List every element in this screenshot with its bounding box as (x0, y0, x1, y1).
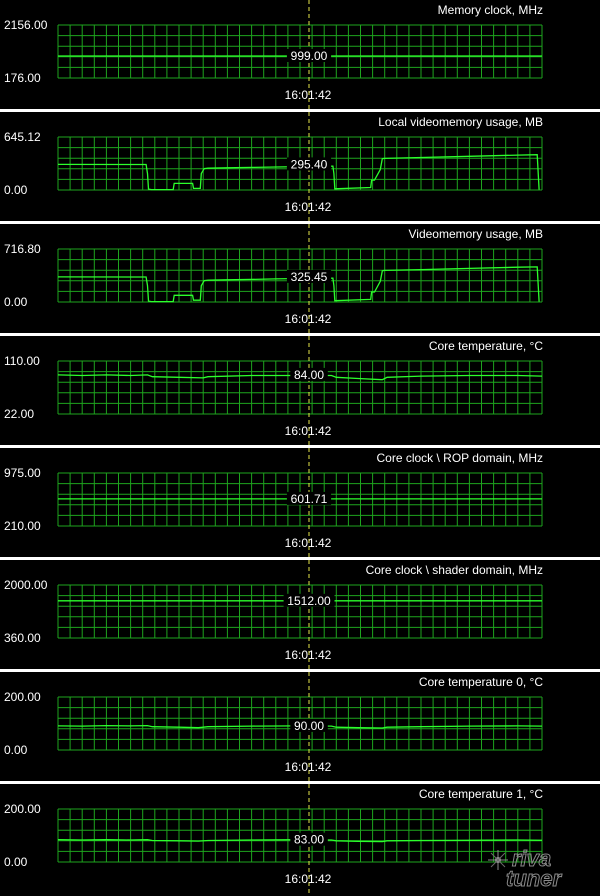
y-min-label: 176.00 (4, 71, 41, 85)
graph-title: Videomemory usage, MB (408, 227, 543, 241)
time-label: 16:01:42 (284, 760, 332, 774)
y-max-label: 2156.00 (4, 18, 48, 32)
graph-title: Core clock \ shader domain, MHz (365, 563, 543, 577)
graph-panel: 295.40 Local videomemory usage, MB 645.12 0… (0, 112, 600, 221)
time-label: 16:01:42 (284, 872, 332, 886)
graph-canvas: 90.00 (57, 672, 543, 781)
current-value-bg (286, 157, 332, 171)
y-min-label: 0.00 (4, 183, 28, 197)
grid (57, 24, 543, 79)
panel-separator (0, 333, 600, 336)
graph-panel: 90.00 Core temperature 0, °C 200.00 0.00 16:… (0, 672, 600, 781)
graph-title: Core temperature, °C (428, 339, 543, 353)
graph-panel: 999.00 Memory clock, MHz 2156.00 176.00 16:0… (0, 0, 600, 109)
time-label: 16:01:42 (284, 200, 332, 214)
y-max-label: 110.00 (4, 354, 40, 368)
graph-title: Local videomemory usage, MB (378, 115, 543, 129)
panel-separator (0, 445, 600, 448)
y-min-label: 0.00 (4, 855, 28, 869)
watermark-text-bottom: tuner (506, 866, 562, 888)
current-value: 84.00 (294, 368, 324, 382)
panel-separator (0, 669, 600, 672)
graph-canvas: 601.71 (57, 448, 543, 557)
graph-title: Core clock \ ROP domain, MHz (376, 451, 544, 465)
sparkle-icon (488, 850, 508, 870)
rivatuner-watermark: riva tuner (486, 846, 586, 892)
y-max-label: 716.80 (4, 242, 41, 256)
grid (57, 360, 543, 415)
graph-canvas: 325.45 (57, 224, 543, 333)
panel-separator (0, 221, 600, 224)
graph-canvas: 83.00 (57, 784, 543, 893)
graph-panel: 83.00 Core temperature 1, °C 200.00 0.00 16:… (0, 784, 600, 893)
y-min-label: 360.00 (4, 631, 41, 645)
current-value: 999.00 (291, 49, 328, 63)
series-line (57, 839, 543, 843)
current-value-bg (290, 832, 328, 846)
current-value: 83.00 (294, 833, 324, 847)
graph-panel: 84.00 Core temperature, °C 110.00 22.00 16:0… (0, 336, 600, 445)
current-value: 1512.00 (287, 594, 331, 608)
current-value-bg (286, 491, 332, 505)
current-value-bg (283, 593, 335, 607)
current-value-bg (286, 49, 332, 62)
y-max-label: 2000.00 (4, 578, 48, 592)
panel-separator (0, 109, 600, 112)
graph-canvas: 1512.00 (57, 560, 543, 669)
y-max-label: 975.00 (4, 466, 41, 480)
watermark-text-top: riva (512, 846, 551, 871)
time-label: 16:01:42 (284, 88, 332, 102)
series-line (57, 724, 543, 729)
graph-title: Core temperature 1, °C (418, 787, 543, 801)
y-min-label: 22.00 (4, 407, 35, 421)
current-value: 90.00 (294, 719, 324, 733)
current-value-bg (290, 718, 328, 732)
graph-title: Core temperature 0, °C (418, 675, 543, 689)
time-label: 16:01:42 (284, 424, 332, 438)
graph-title: Memory clock, MHz (437, 3, 543, 17)
series-line (57, 374, 543, 381)
current-value-bg (286, 269, 332, 283)
time-label: 16:01:42 (284, 648, 332, 662)
grid (57, 696, 543, 751)
current-value: 601.71 (291, 492, 328, 506)
graph-canvas: 84.00 (57, 336, 543, 445)
y-min-label: 210.00 (4, 519, 41, 533)
grid (57, 808, 543, 863)
graph-canvas: 999.00 (57, 0, 543, 109)
time-label: 16:01:42 (284, 536, 332, 550)
panel-separator (0, 557, 600, 560)
graph-panel: 1512.00 Core clock \ shader domain, MHz 20… (0, 560, 600, 669)
y-min-label: 0.00 (4, 743, 28, 757)
graph-panel: 601.71 Core clock \ ROP domain, MHz 975.00… (0, 448, 600, 557)
y-min-label: 0.00 (4, 295, 28, 309)
panel-separator (0, 781, 600, 784)
graph-panel: 325.45 Videomemory usage, MB 716.80 0.00 16:… (0, 224, 600, 333)
graph-canvas: 295.40 (57, 112, 543, 221)
current-value: 295.40 (291, 157, 328, 171)
current-value-bg (290, 367, 328, 381)
y-max-label: 200.00 (4, 802, 41, 816)
time-label: 16:01:42 (284, 312, 332, 326)
y-max-label: 645.12 (4, 130, 41, 144)
y-max-label: 200.00 (4, 690, 41, 704)
current-value: 325.45 (291, 270, 328, 284)
grid (57, 584, 543, 639)
